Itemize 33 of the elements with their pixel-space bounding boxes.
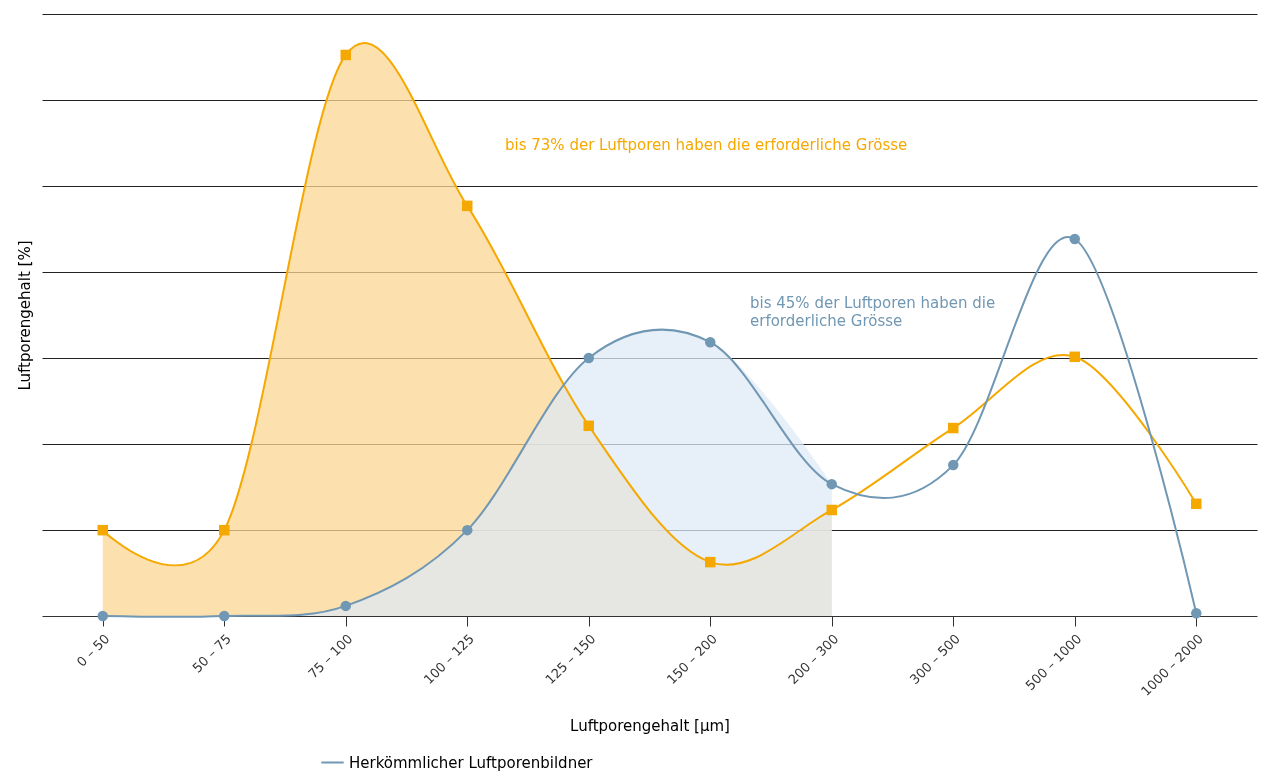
x-tick-label: 75 – 100	[305, 631, 356, 682]
point	[340, 49, 351, 61]
point	[948, 422, 959, 434]
point	[705, 336, 716, 348]
x-tick-label: 125 – 150	[542, 631, 599, 688]
x-tick-label: 50 – 75	[189, 631, 234, 676]
point	[97, 524, 108, 536]
x-tick-label: 100 – 125	[420, 631, 477, 688]
point	[1069, 351, 1080, 363]
x-axis-title: Luftporengehalt [µm]	[570, 716, 730, 735]
annotation: bis 45% der Luftporen haben die erforderliche Grösse	[750, 294, 997, 330]
point	[948, 459, 959, 471]
legend-label: Herkömmlicher Luftporenbildner	[349, 753, 594, 772]
point	[1069, 233, 1080, 245]
x-tick-label: 0 – 50	[73, 631, 113, 670]
x-tick-label: 200 – 300	[785, 631, 842, 688]
point	[826, 504, 837, 516]
point	[705, 556, 716, 568]
point	[583, 352, 594, 364]
point	[462, 524, 473, 536]
point	[1191, 607, 1202, 619]
point	[219, 610, 230, 622]
x-tick-label: 150 – 200	[663, 631, 720, 688]
annotation: bis 73% der Luftporen haben die erforderliche Grösse	[505, 136, 909, 154]
point	[340, 600, 351, 612]
x-tick-label: 300 – 500	[906, 631, 963, 688]
point	[219, 524, 230, 536]
point	[583, 420, 594, 432]
y-axis-title: Luftporengehalt [%]	[15, 240, 34, 391]
point	[1191, 498, 1202, 510]
point	[97, 610, 108, 622]
point	[826, 478, 837, 490]
point	[462, 200, 473, 212]
